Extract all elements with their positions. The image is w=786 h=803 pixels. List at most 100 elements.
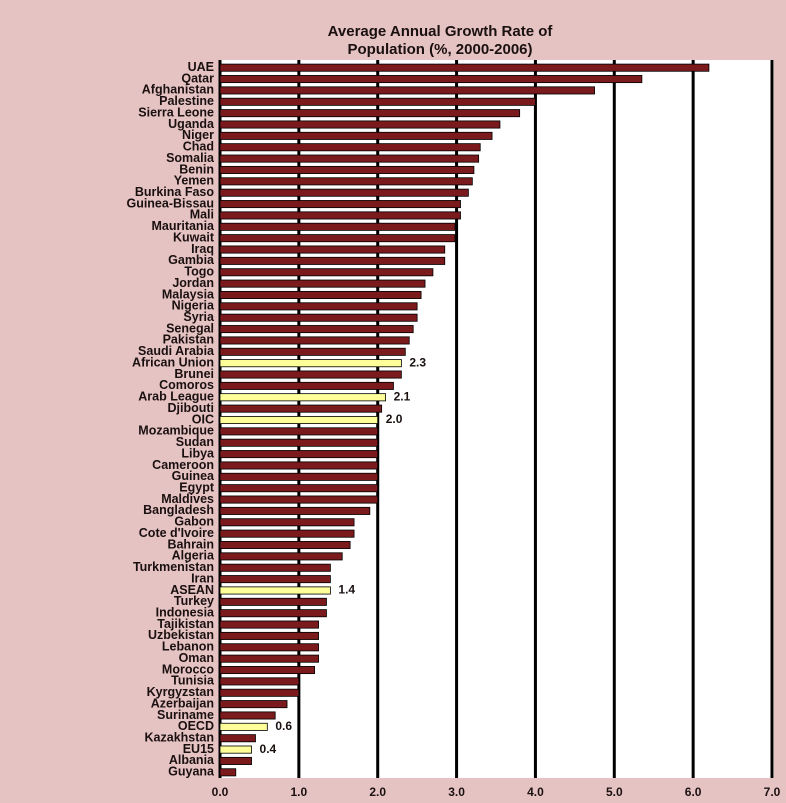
bar [219, 563, 331, 572]
bar [219, 359, 402, 368]
bar [219, 666, 316, 675]
bar [219, 75, 643, 84]
bar [219, 756, 252, 765]
y-tick-label: Maldives [161, 492, 214, 506]
y-tick-label: Uganda [168, 117, 215, 131]
y-tick-label: OIC [192, 412, 214, 426]
y-tick-label: Syria [183, 310, 215, 324]
y-tick-label: Turkey [174, 594, 214, 608]
y-tick-label: Oman [179, 651, 214, 665]
bar [219, 256, 446, 265]
bar [219, 211, 461, 220]
value-label: 2.3 [409, 355, 426, 369]
value-label: 0.4 [260, 742, 277, 756]
y-tick-label: Qatar [181, 71, 214, 85]
y-tick-label: Arab League [138, 390, 214, 404]
bar [219, 631, 319, 640]
y-tick-label: Suriname [157, 708, 214, 722]
y-tick-label: Uzbekistan [148, 628, 214, 642]
bar [219, 302, 418, 311]
y-tick-label: ASEAN [170, 583, 214, 597]
y-tick-label: Lebanon [162, 640, 214, 654]
y-tick-label: Kyrgyzstan [147, 685, 214, 699]
bar [219, 97, 536, 106]
bar [219, 393, 387, 402]
bar [219, 325, 414, 334]
y-tick-label: Cote d'Ivoire [139, 526, 214, 540]
bar [219, 745, 252, 754]
x-tick-label: 5.0 [606, 785, 623, 799]
y-tick-label: Albania [169, 753, 215, 767]
y-tick-label: Guyana [168, 765, 215, 779]
x-tick-label: 1.0 [291, 785, 308, 799]
y-tick-label: Nigeria [172, 299, 215, 313]
y-tick-label: Senegal [166, 321, 214, 335]
y-tick-label: Morocco [162, 662, 214, 676]
bar [219, 518, 355, 527]
bar [219, 313, 418, 322]
bar [219, 336, 410, 345]
y-tick-label: UAE [188, 60, 214, 74]
x-tick-label: 3.0 [448, 785, 465, 799]
bar [219, 290, 422, 299]
y-tick-label: Azerbaijan [151, 696, 214, 710]
y-tick-label: Turkmenistan [133, 560, 214, 574]
bar [219, 404, 383, 413]
bar [219, 461, 379, 470]
bar [219, 529, 355, 538]
bar [219, 381, 394, 390]
bar [219, 131, 493, 140]
y-tick-label: Togo [184, 265, 214, 279]
value-label: 0.6 [275, 719, 292, 733]
y-tick-label: Indonesia [156, 606, 215, 620]
bar [219, 222, 456, 231]
bar [219, 120, 501, 129]
y-tick-label: Cameroon [152, 458, 214, 472]
value-label: 2.1 [394, 389, 411, 403]
y-tick-label: Niger [182, 128, 214, 142]
y-tick-label: African Union [132, 355, 214, 369]
y-tick-label: Bahrain [167, 537, 214, 551]
y-tick-label: Burkina Faso [135, 185, 215, 199]
y-tick-label: Kazakhstan [145, 731, 214, 745]
bar [219, 438, 379, 447]
bar [219, 552, 343, 561]
y-tick-label: Mozambique [138, 424, 214, 438]
y-tick-label: Guinea-Bissau [126, 196, 214, 210]
bar [219, 768, 237, 777]
y-tick-label: Palestine [159, 94, 214, 108]
bar [219, 722, 268, 731]
y-tick-label: Afghanistan [142, 83, 214, 97]
bar [219, 347, 406, 356]
y-tick-label: Saudi Arabia [138, 344, 215, 358]
bar [219, 620, 319, 629]
y-tick-label: Guinea [172, 469, 215, 483]
bar [219, 200, 461, 209]
bar [219, 450, 379, 459]
value-label: 1.4 [338, 583, 355, 597]
bar [219, 597, 327, 606]
y-tick-label: OECD [178, 719, 214, 733]
bar [219, 688, 300, 697]
y-tick-label: Chad [183, 140, 214, 154]
y-tick-label: EU15 [183, 742, 214, 756]
y-tick-label: Mauritania [151, 219, 215, 233]
chart-title: Population (%, 2000-2006) [347, 41, 532, 58]
y-tick-label: Benin [179, 162, 214, 176]
y-tick-label: Egypt [179, 480, 215, 494]
bar [219, 177, 473, 186]
y-tick-label: Tunisia [171, 674, 215, 688]
bar [219, 654, 319, 663]
bar [219, 415, 379, 424]
bar [219, 586, 331, 595]
bar [219, 541, 351, 550]
x-tick-label: 6.0 [685, 785, 702, 799]
y-tick-label: Brunei [174, 367, 214, 381]
y-tick-label: Gabon [174, 515, 214, 529]
chart-title: Average Annual Growth Rate of [328, 23, 554, 40]
bar [219, 711, 276, 720]
bar [219, 575, 331, 584]
bar [219, 245, 446, 254]
bar [219, 268, 434, 277]
